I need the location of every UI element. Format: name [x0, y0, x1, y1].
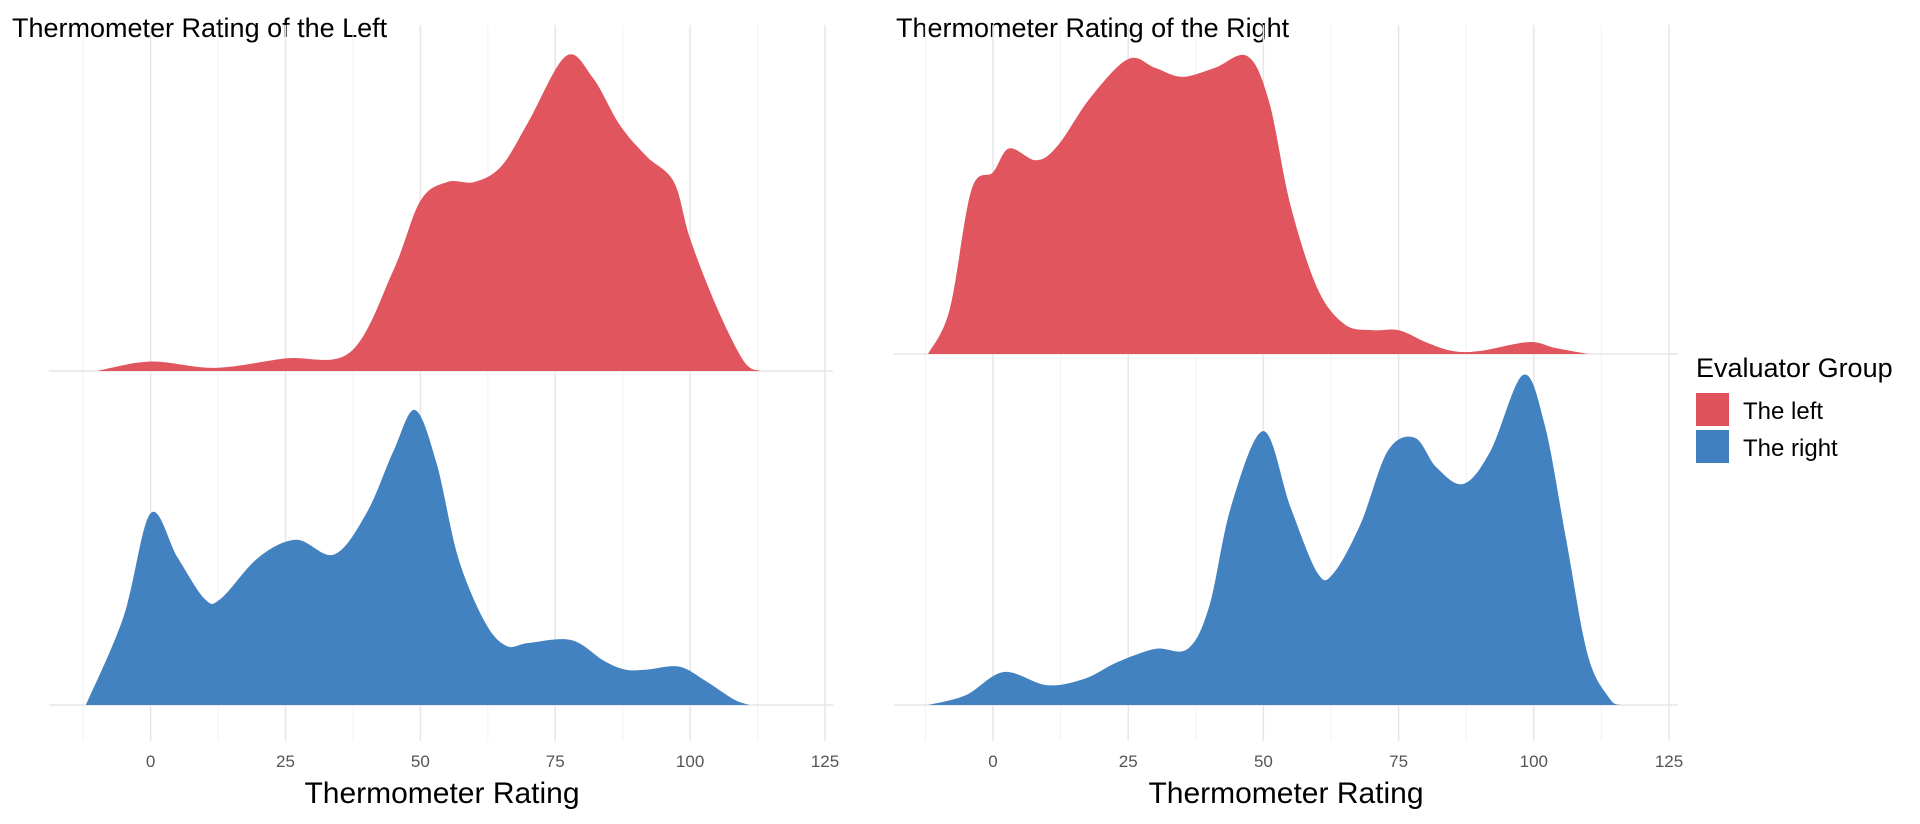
x-tick-label: 25 [276, 752, 295, 771]
x-tick-label: 75 [1389, 752, 1408, 771]
x-tick-label: 75 [546, 752, 565, 771]
x-tick-label: 0 [988, 752, 997, 771]
x-axis-title: Thermometer Rating [304, 777, 579, 810]
x-tick-label: 50 [411, 752, 430, 771]
x-tick-label: 0 [146, 752, 155, 771]
density-ridge-the-left [928, 54, 1588, 355]
legend-swatch-the-left [1696, 393, 1729, 426]
x-tick-label: 100 [1520, 752, 1548, 771]
density-ridge-the-left [96, 54, 761, 372]
x-tick-label: 50 [1254, 752, 1273, 771]
legend: Evaluator Group The left The right [1696, 353, 1893, 463]
ridges [85, 54, 761, 705]
legend-label-the-left: The left [1743, 398, 1823, 425]
x-tick-label: 100 [676, 752, 704, 771]
legend-label-the-right: The right [1743, 435, 1838, 462]
x-tick-label: 125 [1655, 752, 1683, 771]
legend-title: Evaluator Group [1696, 353, 1893, 383]
density-ridge-the-right [85, 409, 750, 705]
x-ticks: 0 25 50 75 100 125 [146, 752, 839, 771]
panel-title: Thermometer Rating of the Right [896, 13, 1290, 43]
panel-title: Thermometer Rating of the Left [12, 13, 388, 43]
x-axis-title: Thermometer Rating [1148, 777, 1423, 810]
x-tick-label: 25 [1119, 752, 1138, 771]
legend-swatch-the-right [1696, 430, 1729, 463]
density-ridge-the-right [928, 374, 1621, 705]
x-tick-label: 125 [811, 752, 839, 771]
x-ticks: 0 25 50 75 100 125 [988, 752, 1683, 771]
ridges [928, 54, 1621, 705]
panel-left-rating: Thermometer Rating of the Left 0 25 50 75 10… [12, 13, 839, 810]
panel-right-rating: Thermometer Rating of the Right 0 25 50 75 1… [894, 13, 1683, 810]
